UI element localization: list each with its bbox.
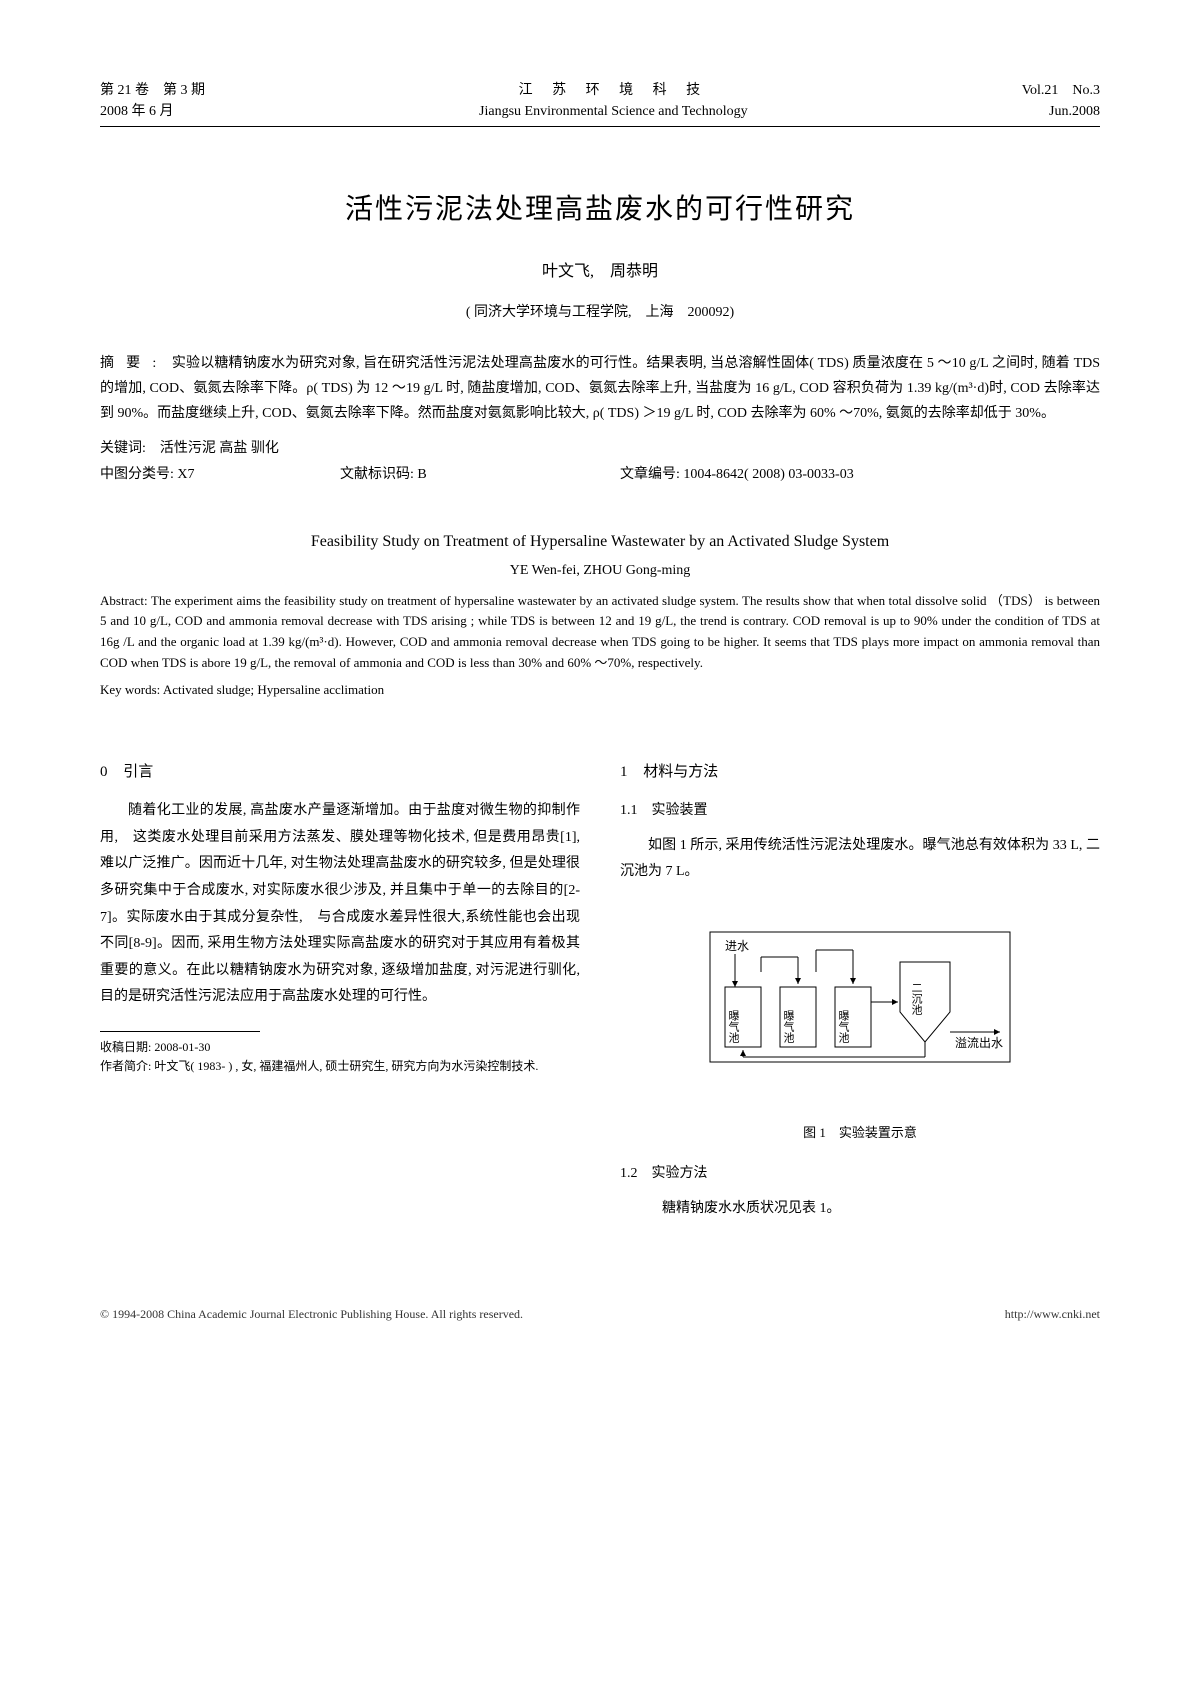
- section-0-title: 引言: [123, 764, 153, 780]
- pub-date: 2008 年 6 月: [100, 101, 205, 122]
- authors-cn: 叶文飞, 周恭明: [100, 257, 1100, 281]
- header-center: 江 苏 环 境 科 技 Jiangsu Environmental Scienc…: [479, 80, 748, 122]
- footnote-received: 收稿日期: 2008-01-30: [100, 1038, 580, 1057]
- figure-1-caption: 图 1 实验装置示意: [620, 1121, 1100, 1146]
- article-title-cn: 活性污泥法处理高盐废水的可行性研究: [100, 187, 1100, 227]
- article-title-en: Feasibility Study on Treatment of Hypers…: [100, 533, 1100, 551]
- abstract-text-en: The experiment aims the feasibility stud…: [100, 593, 1100, 670]
- vol-no: Vol.21 No.3: [1022, 80, 1100, 101]
- subsection-1-1: 1.1 实验装置: [620, 798, 1100, 825]
- journal-name-cn: 江 苏 环 境 科 技: [479, 80, 748, 101]
- section-1-title: 材料与方法: [643, 764, 718, 780]
- header-left: 第 21 卷 第 3 期 2008 年 6 月: [100, 80, 205, 122]
- subsection-1-2: 1.2 实验方法: [620, 1161, 1100, 1188]
- fig-tank1-label: 曝气池: [727, 1010, 740, 1043]
- left-column: 0 引言 随着化工业的发展, 高盐废水产量逐渐增加。由于盐度对微生物的抑制作用,…: [100, 758, 580, 1227]
- section-0-num: 0: [100, 764, 108, 780]
- footer-url: http://www.cnki.net: [1005, 1307, 1100, 1322]
- page-footer: © 1994-2008 China Academic Journal Elect…: [100, 1307, 1100, 1322]
- volume-issue: 第 21 卷 第 3 期: [100, 80, 205, 101]
- footnote-divider: [100, 1031, 260, 1032]
- fig-outflow-label: 溢流出水: [955, 1036, 1003, 1050]
- fig-inflow-label: 进水: [725, 939, 749, 953]
- abstract-en: Abstract: The experiment aims the feasib…: [100, 591, 1100, 674]
- keywords-cn: 关键词: 活性污泥 高盐 驯化: [100, 437, 1100, 457]
- abstract-label-cn: 摘要:: [100, 356, 168, 371]
- section-1-num: 1: [620, 764, 628, 780]
- section-0-para: 随着化工业的发展, 高盐废水产量逐渐增加。由于盐度对微生物的抑制作用, 这类废水…: [100, 798, 580, 1011]
- month-year: Jun.2008: [1022, 101, 1100, 122]
- section-1-heading: 1 材料与方法: [620, 758, 1100, 787]
- body-columns: 0 引言 随着化工业的发展, 高盐废水产量逐渐增加。由于盐度对微生物的抑制作用,…: [100, 758, 1100, 1227]
- classification-row: 中图分类号: X7 文献标识码: B 文章编号: 1004-8642( 2008…: [100, 463, 1100, 483]
- abstract-text-cn: 实验以糖精钠废水为研究对象, 旨在研究活性污泥法处理高盐废水的可行性。结果表明,…: [100, 356, 1100, 421]
- authors-en: YE Wen-fei, ZHOU Gong-ming: [100, 563, 1100, 579]
- journal-name-en: Jiangsu Environmental Science and Techno…: [479, 101, 748, 122]
- doc-code: 文献标识码: B: [340, 463, 620, 483]
- footnote-author-bio: 作者简介: 叶文飞( 1983- ) , 女, 福建福州人, 硕士研究生, 研究…: [100, 1057, 580, 1076]
- journal-header: 第 21 卷 第 3 期 2008 年 6 月 江 苏 环 境 科 技 Jian…: [100, 80, 1100, 127]
- fig-settler-label: 二沉池: [910, 982, 923, 1015]
- article-id: 文章编号: 1004-8642( 2008) 03-0033-03: [620, 463, 854, 483]
- clc-number: 中图分类号: X7: [100, 463, 340, 483]
- sub11-para: 如图 1 所示, 采用传统活性污泥法处理废水。曝气池总有效体积为 33 L, 二…: [620, 833, 1100, 886]
- fig-tank3-label: 曝气池: [837, 1010, 850, 1043]
- sub12-para: 糖精钠废水水质状况见表 1。: [620, 1196, 1100, 1223]
- right-column: 1 材料与方法 1.1 实验装置 如图 1 所示, 采用传统活性污泥法处理废水。…: [620, 758, 1100, 1227]
- section-0-heading: 0 引言: [100, 758, 580, 787]
- abstract-label-en: Abstract:: [100, 593, 148, 608]
- figure-1: 进水 曝气池 曝气池 曝气池 二沉池: [620, 902, 1100, 1145]
- affiliation-cn: ( 同济大学环境与工程学院, 上海 200092): [100, 301, 1100, 321]
- footer-copyright: © 1994-2008 China Academic Journal Elect…: [100, 1307, 523, 1322]
- fig-tank2-label: 曝气池: [782, 1010, 795, 1043]
- header-right: Vol.21 No.3 Jun.2008: [1022, 80, 1100, 122]
- abstract-cn: 摘要: 实验以糖精钠废水为研究对象, 旨在研究活性污泥法处理高盐废水的可行性。结…: [100, 351, 1100, 427]
- figure-1-svg: 进水 曝气池 曝气池 曝气池 二沉池: [670, 902, 1050, 1102]
- keywords-en: Key words: Activated sludge; Hypersaline…: [100, 682, 1100, 698]
